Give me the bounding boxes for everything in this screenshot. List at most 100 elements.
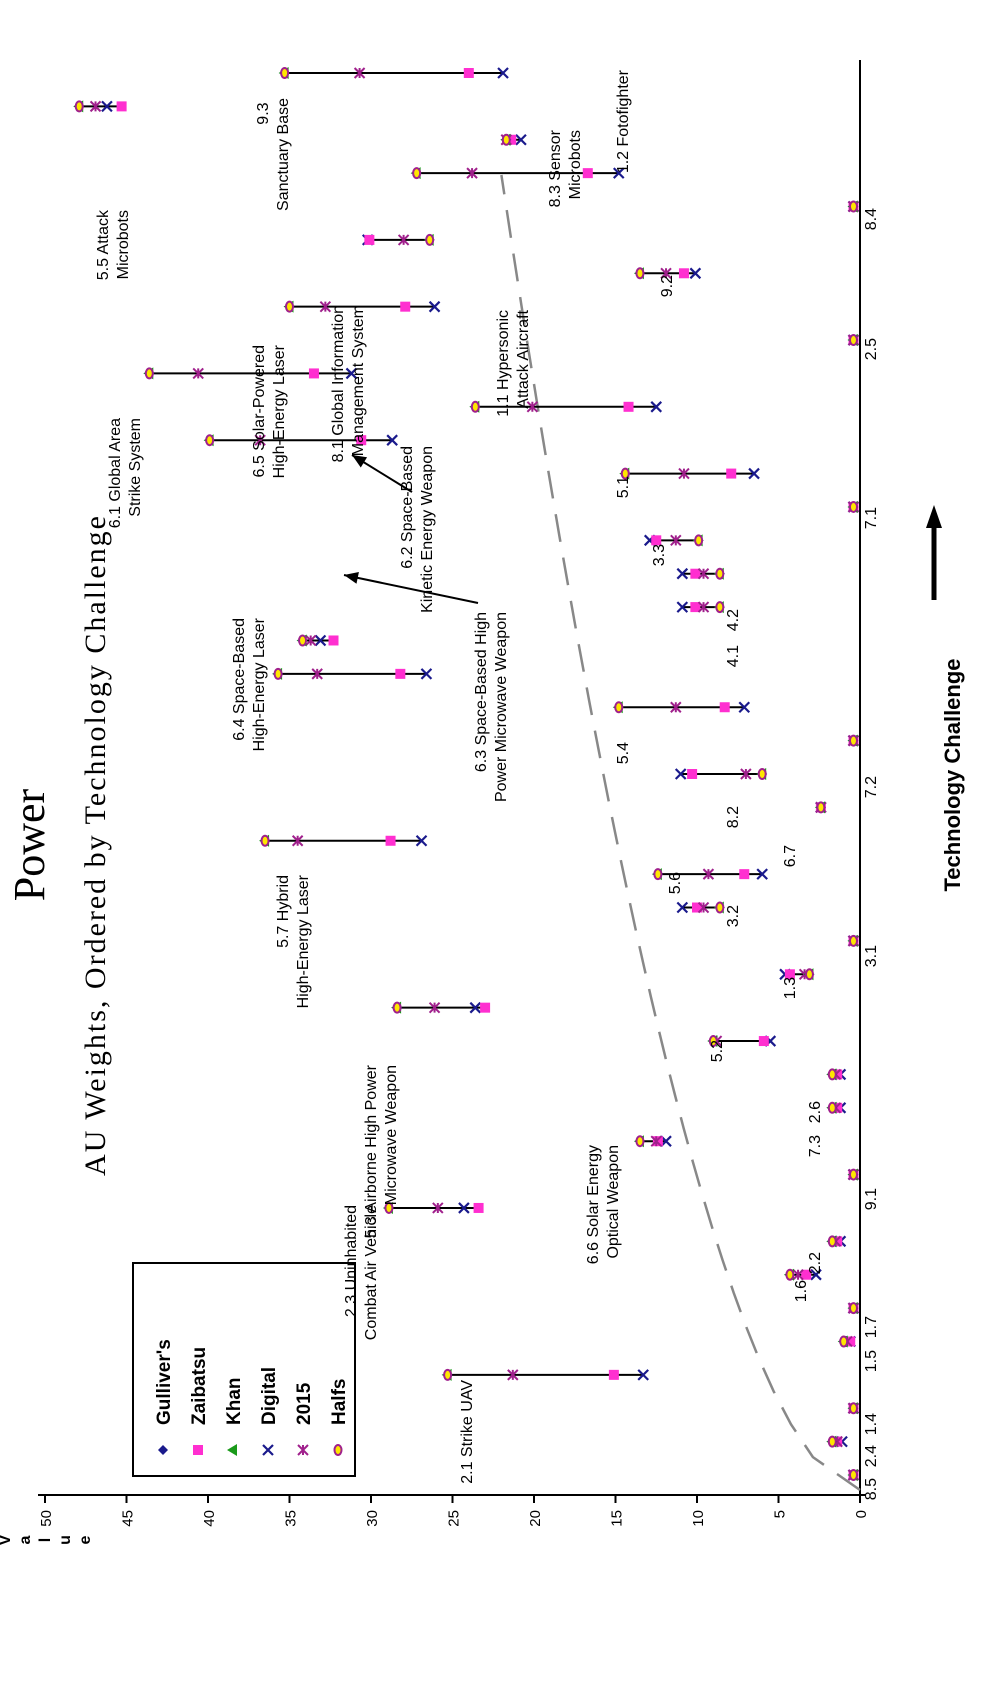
label-1-4: 1.4 (863, 1413, 880, 1435)
point-digital (497, 67, 509, 79)
value-axis-title-letter: e (77, 1535, 94, 1544)
point-2015 (697, 901, 710, 914)
system-2-1 (441, 1368, 649, 1381)
trend-curve (500, 174, 861, 1492)
point-zaibatsu (400, 301, 411, 312)
point-2015 (291, 835, 304, 847)
point-digital (738, 701, 751, 714)
point-2015 (311, 668, 323, 680)
label-6-5: 6.5 Solar-Powered High-Energy Laser (251, 344, 288, 478)
value-tick-label: 50 (38, 1510, 55, 1527)
system-4-1 (676, 601, 725, 614)
label-2-1: 2.1 Strike UAV (459, 1380, 476, 1484)
system-2-5 (847, 334, 860, 347)
point-digital (748, 467, 760, 480)
label-3-3: 3.3 (651, 544, 668, 566)
x-axis-arrow-head (926, 505, 942, 528)
point-digital (415, 834, 428, 847)
point-halfs (425, 233, 435, 246)
value-tick-label: 30 (364, 1510, 381, 1527)
label-8-1: 8.1 Global Information Management System (330, 305, 367, 462)
point-zaibatsu (651, 535, 662, 546)
system-1-4 (847, 1402, 860, 1415)
system-2-4 (826, 1435, 848, 1448)
point-halfs (848, 1469, 858, 1481)
point-halfs (635, 1135, 645, 1148)
point-halfs (260, 834, 270, 847)
system-5-5 (73, 100, 127, 113)
value-axis-title-letter: u (57, 1535, 74, 1545)
system-6-4 (272, 667, 433, 680)
value-axis-title-letter: l (37, 1538, 54, 1542)
label-2-6: 2.6 (807, 1101, 824, 1123)
system-1-5 (837, 1335, 856, 1348)
point-halfs (839, 1335, 849, 1348)
point-digital (386, 434, 398, 446)
point-halfs (614, 701, 624, 714)
label-6-4: 6.4 Space-Based High-Energy Laser (231, 617, 268, 751)
point-2015 (89, 100, 102, 113)
point-digital (674, 768, 687, 780)
system-5-7 (259, 834, 428, 847)
point-halfs (827, 1101, 837, 1114)
system-8-4 (847, 200, 860, 213)
point-zaibatsu (652, 1136, 663, 1147)
label-2-2: 2.2 (807, 1252, 824, 1274)
point-digital (676, 901, 689, 914)
label-6-3: 6.3 Space-Based High Power Microwave Weap… (473, 612, 510, 802)
label-2-3: 2.3 Uninhabited Combat Air Vehicle (343, 1205, 380, 1340)
label-1-5: 1.5 (863, 1350, 880, 1372)
point-halfs (694, 534, 704, 547)
system-6-5 (283, 300, 441, 313)
x-axis-title: Technology Challenge (940, 658, 965, 891)
legend-label: Halfs (329, 1379, 350, 1425)
system-6-6 (633, 1135, 672, 1148)
label-3-1: 3.1 (863, 945, 880, 967)
point-halfs (785, 1268, 795, 1281)
point-zaibatsu (687, 769, 698, 779)
system-1-3 (779, 968, 815, 981)
x-axis-title-group: Technology Challenge (926, 505, 965, 892)
pointer-arrow-6-3 (343, 571, 479, 604)
point-zaibatsu (801, 1269, 812, 1280)
point-halfs (620, 467, 630, 480)
point-zaibatsu (608, 1369, 619, 1380)
label-9-1: 9.1 (863, 1188, 880, 1210)
point-2015 (740, 768, 752, 780)
point-halfs (653, 868, 663, 881)
legend-entry-2015: 2015 (294, 1382, 315, 1456)
point-digital (756, 868, 768, 880)
point-halfs (501, 133, 511, 146)
chart-subtitle: AU Weights, Ordered by Technology Challe… (79, 514, 112, 1176)
trend-curve-line (500, 174, 861, 1492)
label-8-2: 8.2 (725, 806, 742, 828)
system-8-1 (361, 233, 435, 246)
point-halfs (848, 334, 858, 347)
value-tick-label: 35 (283, 1510, 300, 1527)
legend-marker-zaibatsu (193, 1445, 203, 1455)
point-2015 (678, 467, 690, 480)
point-halfs (412, 167, 422, 180)
system-4-2 (676, 567, 725, 580)
label-1-2: 1.2 Fotofighter (615, 69, 632, 173)
point-2015 (507, 1369, 519, 1381)
pointer-arrow-6-2 (351, 454, 413, 493)
point-2015 (353, 67, 366, 79)
legend-box (132, 1262, 356, 1477)
point-zaibatsu (784, 969, 795, 980)
label-2-4: 2.4 (863, 1445, 880, 1467)
point-zaibatsu (726, 468, 737, 479)
system-8-3 (500, 133, 527, 146)
point-zaibatsu (116, 101, 127, 112)
label-1-3: 1.3 (782, 977, 799, 999)
point-zaibatsu (692, 902, 702, 913)
point-zaibatsu (395, 668, 406, 679)
point-2015 (397, 234, 410, 246)
point-zaibatsu (719, 702, 730, 713)
point-zaibatsu (480, 1002, 491, 1013)
point-halfs (280, 67, 290, 79)
legend-entry-halfs: Halfs (329, 1379, 350, 1456)
point-2015 (304, 634, 317, 647)
point-2015 (319, 300, 332, 313)
label-5-7: 5.7 Hybrid High-Energy Laser (275, 874, 312, 1008)
